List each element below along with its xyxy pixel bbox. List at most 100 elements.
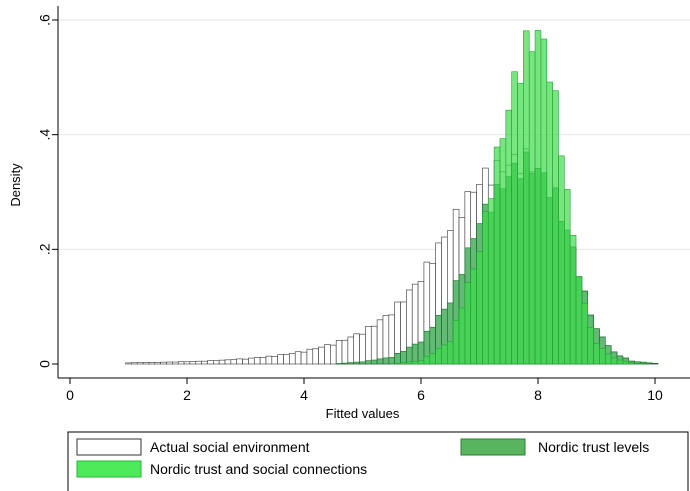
histogram-bar — [283, 353, 290, 365]
histogram-bar — [347, 362, 355, 365]
histogram-bar — [370, 359, 378, 365]
histogram-bar — [154, 362, 161, 365]
histogram-bar — [306, 348, 314, 365]
histogram-bar — [136, 362, 144, 365]
series-nordic-trust-and-social-connections — [394, 30, 647, 365]
histogram-bar — [452, 320, 460, 365]
histogram-bar — [312, 348, 319, 365]
histogram-bar — [236, 358, 243, 365]
legend-swatch-nordic-trust-levels — [460, 438, 526, 456]
legend-swatch-actual-social-environment — [76, 438, 142, 456]
histogram-bar — [470, 268, 477, 365]
histogram-bar — [464, 282, 472, 365]
histogram-bar — [634, 362, 641, 365]
histogram-bar — [505, 109, 512, 365]
histogram-bar — [213, 360, 220, 365]
histogram-bar — [406, 346, 413, 365]
histogram-bar — [382, 315, 390, 365]
histogram-bar — [423, 355, 431, 365]
histogram-bar — [540, 38, 548, 365]
histogram-bar — [581, 302, 589, 365]
y-tick-label: 0 — [37, 360, 53, 368]
histogram-bar — [517, 82, 524, 365]
histogram-bar — [628, 362, 635, 365]
histogram-bar — [429, 353, 436, 365]
histogram-bar — [365, 326, 372, 365]
x-axis-ticks: 0 2 4 6 8 10 — [66, 378, 663, 403]
histogram-bar — [575, 276, 583, 365]
histogram-bar — [487, 198, 495, 365]
histogram-bar — [376, 358, 384, 365]
y-tick-label: .2 — [37, 243, 53, 255]
histogram-bar — [552, 90, 559, 365]
plot-gridlines — [58, 19, 690, 250]
histogram-bar — [230, 359, 238, 365]
histogram-bar — [242, 358, 249, 365]
histogram-bar — [622, 360, 629, 365]
histogram-bar — [394, 352, 401, 365]
histogram-bar — [148, 362, 156, 365]
histogram-bar — [335, 340, 343, 365]
histogram-bar — [347, 336, 355, 365]
histogram-bar — [534, 30, 542, 365]
histogram-bar — [388, 357, 395, 365]
x-tick-label: 6 — [417, 387, 425, 403]
histogram-bar — [335, 363, 343, 365]
x-tick-label: 10 — [647, 387, 663, 403]
histogram-bar — [610, 357, 618, 365]
histogram-bar — [523, 30, 530, 365]
histogram-bar — [382, 357, 390, 365]
histogram-bar — [616, 359, 624, 365]
histogram-bar — [359, 333, 366, 365]
histogram-bar — [564, 189, 571, 365]
histogram-bar — [218, 359, 226, 365]
histogram-bar — [599, 348, 606, 365]
histogram-bar — [406, 361, 413, 365]
x-axis-label: Fitted values — [326, 406, 400, 421]
histogram-bar — [569, 235, 577, 365]
histogram-bar — [458, 307, 466, 365]
histogram-bar — [160, 361, 167, 365]
histogram-bar — [645, 362, 653, 365]
histogram-bar — [388, 314, 395, 365]
histogram-bar — [125, 362, 132, 365]
x-tick-label: 2 — [183, 387, 191, 403]
legend-label-nordic-trust-levels: Nordic trust levels — [538, 439, 649, 455]
histogram-bar — [318, 346, 325, 365]
histogram-bar — [593, 343, 600, 365]
histogram-bar — [546, 81, 553, 365]
histogram-bar — [587, 326, 594, 365]
histogram-bar — [172, 361, 179, 365]
histogram-bar — [511, 71, 518, 365]
histogram-bar — [277, 354, 284, 365]
histogram-bar — [353, 333, 360, 365]
x-tick-label: 0 — [66, 387, 74, 403]
histogram-bar — [640, 363, 647, 365]
histogram-bar — [207, 360, 214, 365]
histogram-bar — [558, 155, 565, 365]
histogram-bar — [441, 344, 448, 365]
histogram-bar — [189, 361, 197, 365]
legend-label-actual-social-environment: Actual social environment — [150, 439, 310, 455]
histogram-bar — [365, 360, 372, 365]
histogram-bar — [142, 362, 150, 365]
histogram-bar — [271, 356, 278, 365]
histogram-bar — [447, 341, 454, 365]
histogram-bar — [400, 351, 407, 365]
x-tick-label: 4 — [300, 387, 308, 403]
histogram-bar — [253, 357, 261, 365]
histogram-bar — [400, 362, 407, 365]
histogram-bar — [166, 361, 173, 365]
histogram-bar — [265, 355, 273, 365]
histogram-bar — [476, 251, 483, 365]
histogram-bar — [604, 353, 612, 365]
histogram-bar — [341, 362, 349, 365]
legend: Actual social environment Nordic trust l… — [67, 431, 689, 491]
histogram-bar — [417, 360, 425, 365]
histogram-bar — [376, 319, 384, 365]
histogram-bar — [482, 211, 489, 365]
histogram-bar — [289, 353, 296, 365]
histogram-bar — [493, 146, 501, 365]
histogram-bar — [131, 362, 138, 365]
